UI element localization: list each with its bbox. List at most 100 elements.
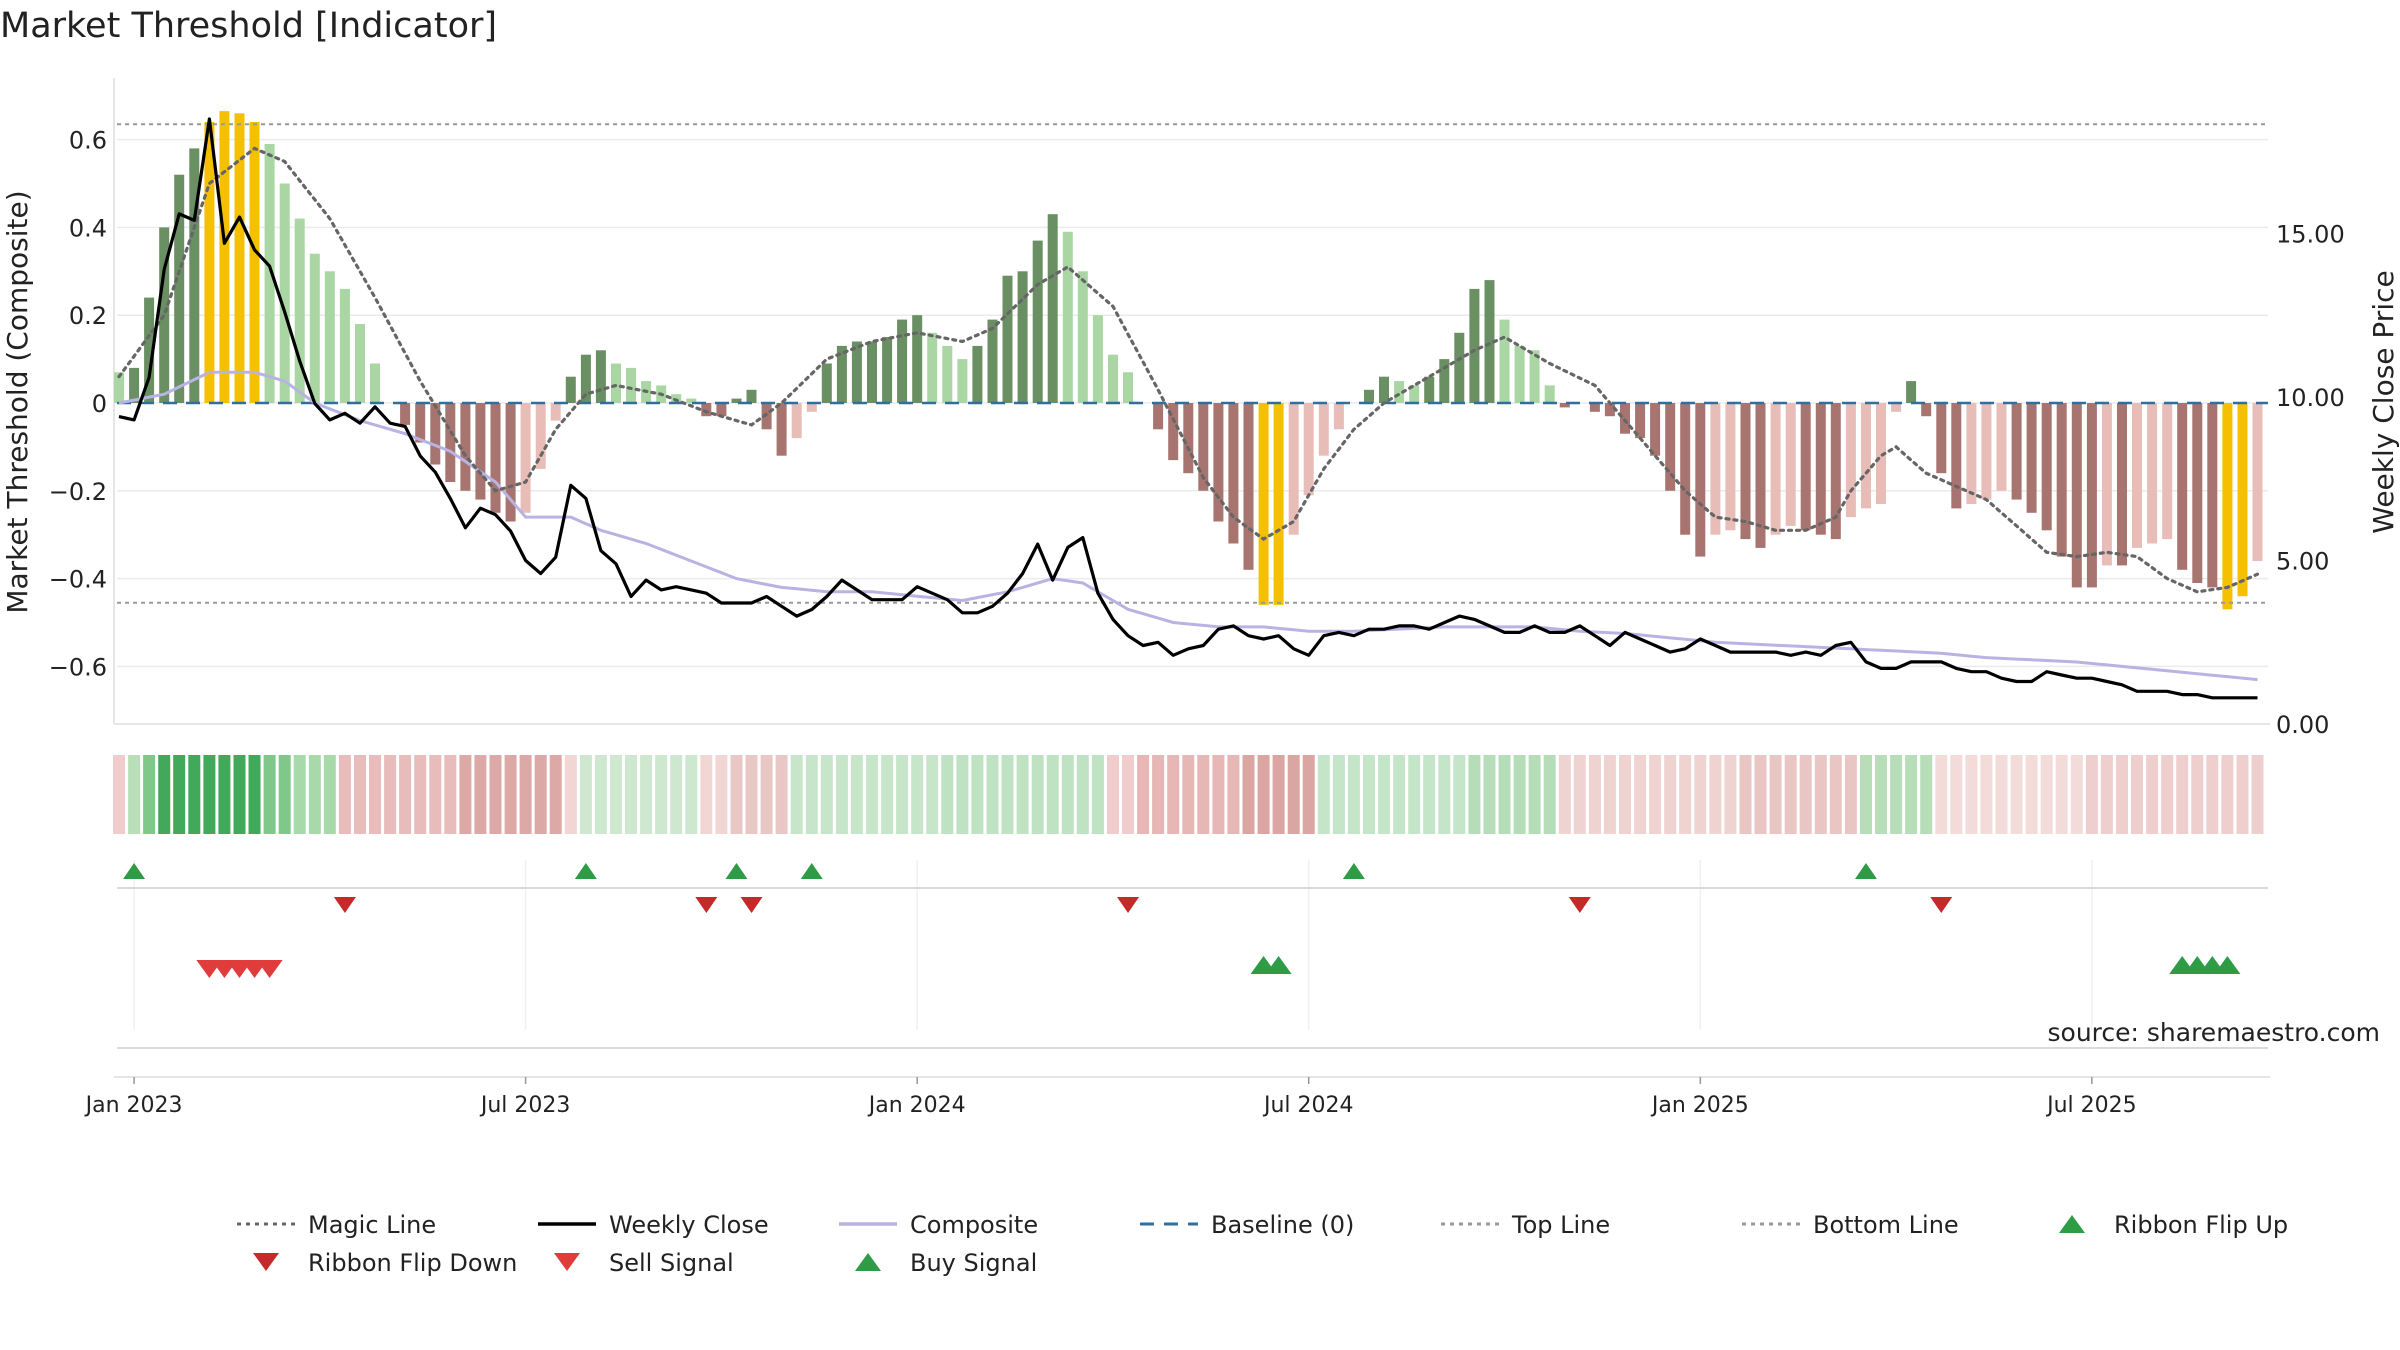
- y-axis-ticks: 0.6 0.4 0.2 0 −0.2 −0.4 −0.6: [49, 127, 107, 682]
- bar: [1379, 376, 1389, 403]
- ribbon-cell: [1031, 755, 1044, 834]
- ribbon-cell: [2251, 755, 2264, 834]
- bar: [1514, 345, 1525, 403]
- ribbon-cell: [1769, 755, 1782, 834]
- ribbon-cell: [1784, 755, 1797, 834]
- ribbon-cell: [1453, 755, 1466, 834]
- ribbon-cell: [579, 755, 592, 834]
- legend-label: Ribbon Flip Down: [308, 1249, 517, 1277]
- bar: [339, 288, 350, 403]
- bar: [1469, 288, 1480, 403]
- bar: [1077, 271, 1088, 403]
- bar: [1680, 403, 1691, 535]
- y2-tick-label: 15.00: [2276, 221, 2345, 249]
- bar: [1544, 385, 1555, 403]
- ribbon-cell: [1212, 755, 1225, 834]
- bar: [1032, 240, 1043, 403]
- bar: [1047, 214, 1058, 403]
- ribbon-strip: [113, 755, 2264, 834]
- ribbon-cell: [1634, 755, 1647, 834]
- legend-item: Ribbon Flip Down: [253, 1249, 517, 1277]
- bar: [1755, 403, 1766, 548]
- ribbon-cell: [354, 755, 366, 834]
- bar: [1996, 403, 2007, 491]
- ribbon-cell: [971, 755, 984, 834]
- ribbon-cell: [2236, 755, 2249, 834]
- ribbon-cell: [775, 755, 788, 834]
- bar: [1439, 359, 1450, 403]
- y-tick-label: 0.6: [69, 127, 107, 155]
- signal-rows: [114, 860, 2270, 1078]
- ribbon-cell: [1498, 755, 1511, 834]
- bar: [1635, 403, 1646, 439]
- ribbon-cell: [1528, 755, 1541, 834]
- ribbon-cell: [941, 755, 954, 834]
- bar: [942, 345, 953, 403]
- ribbon-cell: [1423, 755, 1436, 834]
- x-tick-label: Jan 2025: [1650, 1093, 1749, 1118]
- bar: [189, 148, 200, 403]
- legend-swatch: [2059, 1215, 2085, 1233]
- bar: [1153, 403, 1164, 430]
- ribbon-cell: [1001, 755, 1014, 834]
- ribbon-cell: [2131, 755, 2143, 834]
- legend-item: Ribbon Flip Up: [2059, 1211, 2288, 1239]
- y2-tick-label: 5.00: [2276, 548, 2329, 576]
- bar: [882, 337, 893, 403]
- ribbon-cell: [1091, 755, 1104, 834]
- bar: [1830, 403, 1841, 540]
- ribbon-cell: [1739, 755, 1752, 834]
- ribbon-cell: [1649, 755, 1662, 834]
- bar: [1695, 403, 1706, 557]
- ribbon-cell: [881, 755, 894, 834]
- ribbon-cell: [1182, 755, 1195, 834]
- ribbon-cell: [1363, 755, 1375, 834]
- bar: [821, 363, 832, 403]
- weekly-close-line: [118, 117, 2258, 700]
- ribbon-flip-up-marker: [574, 863, 597, 879]
- bar: [1017, 271, 1028, 403]
- bar: [1845, 403, 1856, 518]
- bar: [370, 363, 380, 403]
- bar: [234, 113, 245, 404]
- ribbon-cell: [956, 755, 969, 834]
- bar: [972, 345, 983, 403]
- bar: [445, 403, 456, 482]
- y2-axis-label: Weekly Close Price: [2367, 270, 2400, 533]
- legend-swatch: [554, 1253, 580, 1271]
- ribbon-cell: [1332, 755, 1345, 834]
- ribbon-cell: [414, 755, 427, 834]
- ribbon-cell: [1107, 755, 1119, 834]
- buy-signal-marker: [2214, 956, 2241, 974]
- bar: [1981, 403, 1992, 500]
- bar: [1906, 381, 1917, 403]
- y2-tick-label: 10.00: [2276, 384, 2345, 412]
- ribbon-cell: [2055, 755, 2068, 834]
- ribbon-cell: [760, 755, 773, 834]
- ribbon-flip-down-marker: [1568, 897, 1591, 913]
- bar: [1740, 403, 1751, 540]
- bar: [2041, 403, 2052, 531]
- ribbon-cell: [1799, 755, 1812, 834]
- ribbon-cell: [1378, 755, 1390, 834]
- legend-item: Baseline (0): [1140, 1211, 1354, 1239]
- ribbon-cell: [805, 755, 818, 834]
- ribbon-cell: [1227, 755, 1240, 834]
- bar: [1394, 381, 1405, 403]
- ribbon-cell: [1890, 755, 1903, 834]
- bar: [716, 403, 727, 417]
- ribbon-cell: [1558, 755, 1571, 834]
- ribbon-cell: [1408, 755, 1421, 834]
- ribbon-flip-down-marker: [1930, 897, 1953, 913]
- ribbon-cell: [549, 755, 562, 834]
- ribbon-cell: [1724, 755, 1737, 834]
- legend-label: Bottom Line: [1813, 1211, 1959, 1239]
- legend-label: Ribbon Flip Up: [2114, 1211, 2288, 1239]
- ribbon-flip-down-marker: [1117, 897, 1140, 913]
- legend: Magic Line Weekly Close Composite Baseline …: [237, 1211, 2288, 1277]
- ribbon-cell: [1483, 755, 1496, 834]
- ribbon-cell: [1754, 755, 1767, 834]
- bar: [1273, 403, 1284, 605]
- ribbon-cell: [1242, 755, 1255, 834]
- bar: [430, 403, 441, 465]
